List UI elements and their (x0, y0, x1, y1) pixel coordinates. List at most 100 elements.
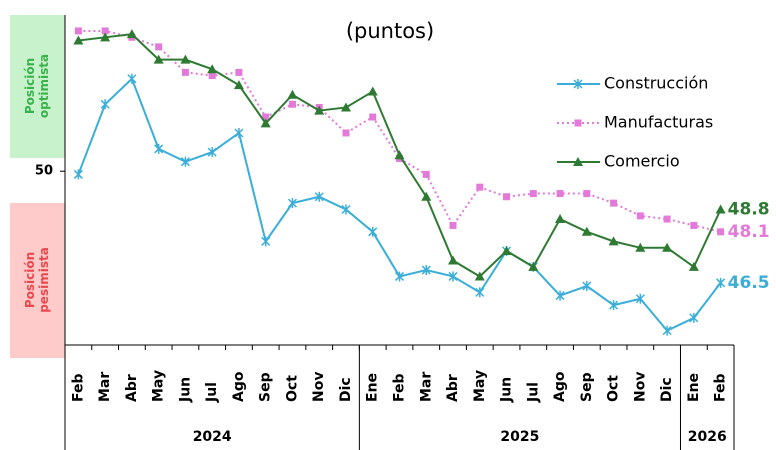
x-tick-label: Feb (70, 373, 86, 402)
marker (367, 86, 378, 96)
side-label-line: pesimista (37, 247, 51, 313)
x-tick-label: Nov (632, 372, 648, 402)
marker (528, 261, 539, 271)
x-tick-label: May (472, 370, 488, 402)
marker (503, 193, 511, 201)
marker (234, 127, 244, 138)
side-label-line: Posición (23, 58, 37, 114)
x-tick-label: Jul (525, 382, 541, 403)
marker (448, 271, 458, 282)
marker (475, 287, 485, 298)
marker (287, 89, 298, 99)
marker (155, 43, 163, 51)
y-tick-label: 50 (35, 164, 53, 179)
marker (421, 191, 432, 201)
group-label: 2026 (688, 429, 727, 445)
marker (207, 64, 218, 74)
marker (126, 29, 137, 39)
marker (314, 105, 325, 115)
marker (555, 290, 565, 301)
x-tick-label: Mar (418, 372, 434, 402)
side-label-line: optimista (37, 54, 51, 118)
marker (574, 119, 582, 127)
side-label-line: Posición (23, 252, 37, 308)
x-tick-label: Mar (97, 372, 113, 402)
pessimistic-band (10, 203, 65, 358)
marker (717, 228, 725, 236)
marker (127, 73, 137, 84)
marker (581, 226, 592, 236)
group-label: 2025 (500, 429, 539, 445)
marker (476, 183, 484, 191)
legend-label: Construcción (604, 74, 708, 93)
x-tick-label: May (151, 370, 167, 402)
x-tick-label: Sep (579, 372, 595, 402)
marker (180, 156, 190, 167)
marker (635, 242, 646, 252)
x-tick-label: Jun (177, 377, 193, 403)
legend-label: Comercio (604, 152, 680, 171)
marker (663, 215, 671, 223)
x-tick-label: Dic (659, 377, 675, 402)
marker (368, 226, 378, 237)
marker (181, 68, 189, 76)
marker (448, 255, 459, 265)
optimistic-band (10, 15, 65, 158)
marker (154, 143, 164, 154)
legend-label: Manufacturas (604, 113, 713, 132)
marker (341, 204, 351, 215)
x-tick-label: Oct (284, 375, 300, 402)
marker (690, 221, 698, 229)
marker (394, 271, 405, 282)
end-label: 48.8 (728, 199, 770, 219)
marker (100, 99, 110, 110)
marker (422, 170, 430, 178)
marker (474, 271, 485, 281)
x-tick-label: Feb (392, 373, 408, 402)
marker (288, 100, 296, 108)
marker (233, 80, 244, 90)
marker (101, 27, 109, 35)
marker (394, 150, 405, 160)
marker (501, 245, 512, 255)
marker (73, 35, 84, 45)
side-label: Posiciónoptimista (23, 54, 51, 118)
marker (610, 199, 618, 207)
x-tick-label: Jun (499, 377, 515, 403)
x-tick-label: Ene (686, 373, 702, 402)
x-tick-label: Feb (713, 373, 729, 402)
marker (555, 214, 566, 224)
marker (340, 102, 351, 112)
marker (715, 204, 726, 214)
marker (688, 261, 699, 271)
marker (74, 27, 82, 35)
marker (180, 54, 191, 64)
marker (342, 129, 350, 137)
marker (287, 198, 297, 209)
x-tick-label: Ago (231, 371, 247, 402)
x-tick-label: Nov (311, 372, 327, 402)
marker (207, 147, 217, 158)
group-label: 2024 (193, 429, 232, 445)
marker (582, 281, 592, 292)
marker (100, 32, 111, 42)
end-label: 46.5 (728, 273, 770, 293)
marker (573, 157, 583, 166)
marker (609, 300, 619, 311)
marker (369, 113, 377, 121)
marker (608, 236, 619, 246)
marker (261, 236, 271, 247)
end-label: 48.1 (728, 222, 770, 242)
marker (583, 190, 591, 198)
x-tick-label: Abr (445, 374, 461, 402)
marker (635, 293, 645, 304)
marker (235, 68, 243, 76)
marker (449, 221, 457, 229)
x-tick-label: Jul (204, 382, 220, 403)
marker (716, 277, 726, 288)
x-tick-label: Dic (338, 377, 354, 402)
marker (636, 212, 644, 220)
x-tick-label: Sep (258, 372, 274, 402)
